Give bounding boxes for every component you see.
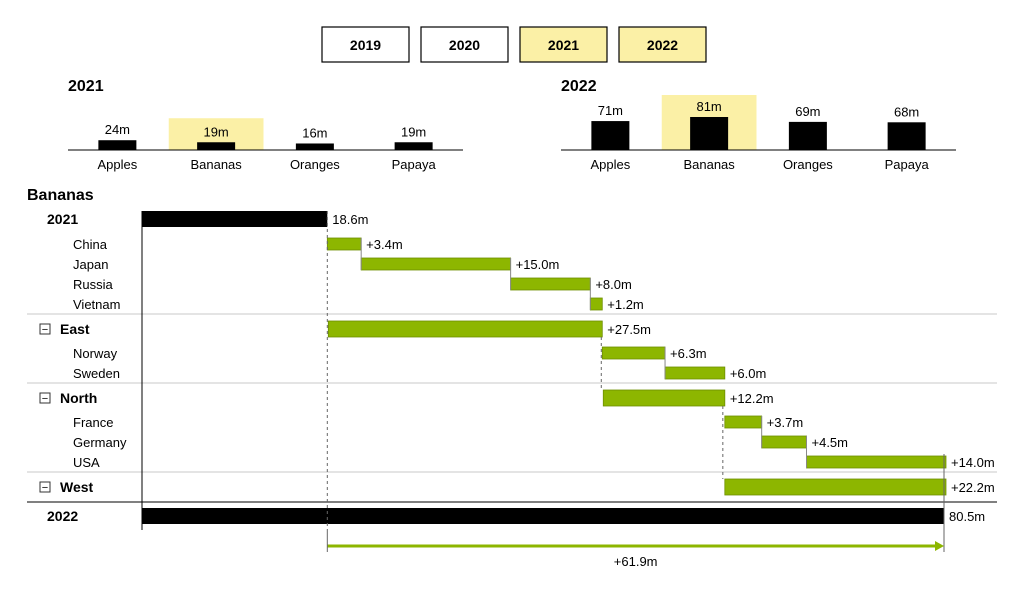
increase-bar-russia[interactable] [510,277,591,291]
increase-bar-france[interactable] [724,415,763,429]
total-bar-2022[interactable] [142,508,944,524]
row-label-total: 2021 [47,211,78,227]
increase-value-label: +3.4m [366,237,403,252]
category-label: Apples [591,157,631,172]
small-chart-title-1: 2022 [561,78,597,95]
year-button-frame[interactable] [420,26,509,63]
year-button-label[interactable]: 2022 [647,37,678,53]
waterfall-title: Bananas [27,187,94,204]
collapse-icon[interactable]: − [42,324,48,336]
bar-bananas[interactable] [197,142,236,150]
increase-bar-norway[interactable] [601,346,666,360]
row-label-norway: Norway [73,346,118,361]
category-label: Apples [98,157,138,172]
group-value-label: +22.2m [951,480,995,495]
bar-papaya[interactable] [394,142,433,150]
category-label: Papaya [392,157,437,172]
year-button-frame[interactable] [519,26,608,63]
category-label: Bananas [190,157,242,172]
bar-value-label: 19m [203,124,228,139]
row-label-west: West [60,479,94,495]
total-bar-2021[interactable] [142,211,328,227]
bar-value-label: 71m [598,103,623,118]
bar-apples[interactable] [98,140,137,150]
row-label-germany: Germany [73,435,127,450]
increase-bar-japan[interactable] [360,257,512,271]
bar-bananas[interactable] [690,117,729,150]
year-button-2019[interactable]: 2019 [321,26,410,63]
increase-value-label: +4.5m [812,435,849,450]
row-label-east: East [60,321,90,337]
total-value-label: 18.6m [332,212,368,227]
increase-value-label: +6.3m [670,346,707,361]
increase-value-label: +14.0m [951,455,995,470]
row-label-usa: USA [73,455,100,470]
collapse-icon[interactable]: − [42,482,48,494]
total-value-label: 80.5m [949,509,985,524]
increase-bar-sweden[interactable] [664,366,726,380]
bar-value-label: 68m [894,104,919,119]
category-label: Oranges [783,157,833,172]
collapse-toggle-east[interactable] [39,323,51,335]
year-button-label[interactable]: 2019 [350,37,381,53]
collapse-toggle-north[interactable] [39,392,51,404]
difference-arrow-head [935,541,944,551]
difference-value-label: +61.9m [614,554,658,569]
group-bar-east[interactable] [327,320,603,338]
bar-value-label: 19m [401,124,426,139]
group-bar-west[interactable] [724,478,947,496]
group-bar-north[interactable] [602,389,726,407]
group-value-label: +12.2m [730,391,774,406]
collapse-icon[interactable]: − [42,393,48,405]
bar-apples[interactable] [591,121,630,150]
category-label: Papaya [885,157,930,172]
increase-value-label: +8.0m [595,277,632,292]
bar-papaya[interactable] [887,122,926,150]
increase-value-label: +1.2m [607,297,644,312]
year-button-2020[interactable]: 2020 [420,26,509,63]
bar-value-label: 16m [302,125,327,140]
year-button-frame[interactable] [618,26,707,63]
year-button-label[interactable]: 2021 [548,37,579,53]
row-label-north: North [60,390,97,406]
increase-bar-germany[interactable] [761,435,807,449]
increase-value-label: +3.7m [767,415,804,430]
category-label: Oranges [290,157,340,172]
increase-bar-usa[interactable] [806,455,947,469]
year-button-frame[interactable] [321,26,410,63]
increase-value-label: +15.0m [516,257,560,272]
year-button-2021[interactable]: 2021 [519,26,608,63]
row-label-sweden: Sweden [73,366,120,381]
collapse-toggle-west[interactable] [39,481,51,493]
bar-value-label: 69m [795,104,820,119]
year-button-2022[interactable]: 2022 [618,26,707,63]
row-label-france: France [73,415,113,430]
category-label: Bananas [683,157,735,172]
increase-bar-china[interactable] [326,237,362,251]
row-label-china: China [73,237,108,252]
group-value-label: +27.5m [607,322,651,337]
row-label-total: 2022 [47,508,78,524]
increase-bar-vietnam[interactable] [589,297,603,311]
increase-value-label: +6.0m [730,366,767,381]
row-label-russia: Russia [73,277,114,292]
bar-value-label: 81m [696,99,721,114]
bar-value-label: 24m [105,122,130,137]
row-label-vietnam: Vietnam [73,297,120,312]
small-chart-title-0: 2021 [68,78,104,95]
bar-oranges[interactable] [295,143,334,150]
row-label-japan: Japan [73,257,108,272]
year-button-label[interactable]: 2020 [449,37,480,53]
bar-oranges[interactable] [788,121,827,150]
